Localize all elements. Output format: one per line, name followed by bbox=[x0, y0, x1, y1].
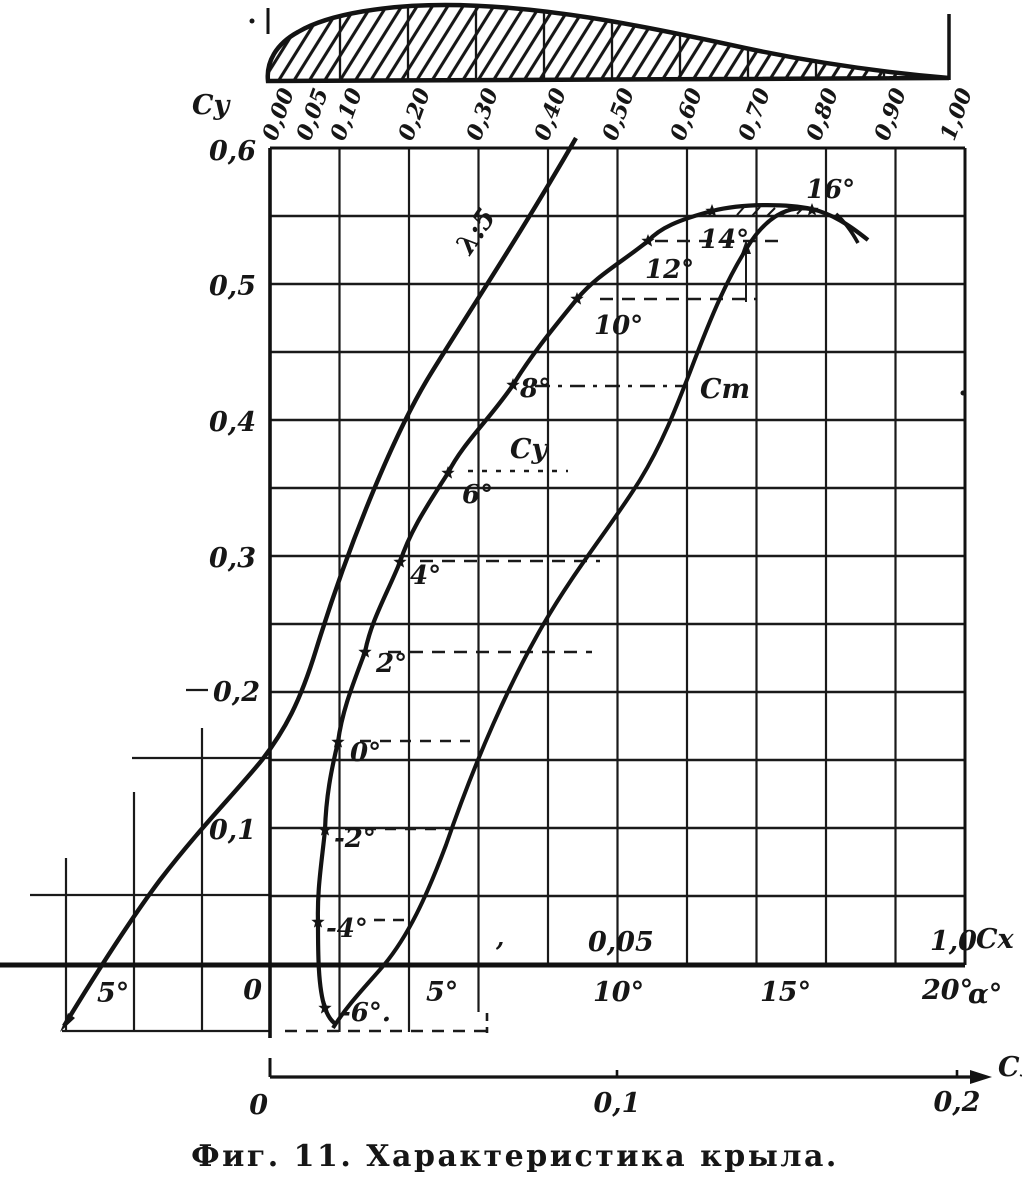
chord-tick-label: 0,50 bbox=[597, 84, 640, 144]
alpha-tick-label: 15° bbox=[760, 977, 811, 1008]
cm-tick-label: 0,1 bbox=[594, 1088, 641, 1119]
lift-line-arrow bbox=[60, 1013, 75, 1032]
alpha-point-label: 14° bbox=[700, 225, 749, 255]
lift-line-lambda5 bbox=[62, 136, 578, 1028]
alpha-point-label: 12° bbox=[645, 255, 694, 285]
polar-curve bbox=[315, 203, 870, 1027]
chord-tick-label: 0,90 bbox=[869, 84, 912, 144]
alpha-point-label: -6°. bbox=[340, 998, 391, 1028]
cy-axis-labels: 0,6 0,5 0,4 0,3 0,2 0,1 0 Cy bbox=[192, 90, 262, 1006]
chord-tick-label: 0,20 bbox=[393, 84, 436, 144]
polar-point-labels: 16° 14° 12° 10° 8° 6° 4° 2° 0° -2° -4° -… bbox=[326, 175, 855, 1028]
alpha-point-label: -2° bbox=[334, 824, 376, 854]
cm-axis-title: Cм bbox=[998, 1052, 1022, 1083]
cy-tick-label: 0,6 bbox=[209, 136, 256, 167]
cx-axis-labels: 0,05 1,0 Cx , bbox=[495, 923, 1014, 958]
chord-tick-label: 0,30 bbox=[461, 84, 504, 144]
alpha-point-label: 6° bbox=[462, 480, 493, 510]
grid bbox=[0, 146, 967, 1038]
post-stall-tail bbox=[834, 212, 860, 244]
cy-axis-title: Cy bbox=[192, 90, 231, 121]
alpha-tick-label: 5° bbox=[426, 977, 458, 1008]
grid-extension-left bbox=[30, 688, 270, 1033]
cm-tick-label: 0 bbox=[249, 1090, 268, 1121]
cy-tick-label: 0,4 bbox=[209, 407, 256, 438]
moment-curve-label: Cm bbox=[700, 374, 750, 405]
moment-curve bbox=[331, 206, 811, 1030]
alpha-point-label: 0° bbox=[350, 738, 381, 768]
chord-tick-label: 0,60 bbox=[665, 84, 708, 144]
lift-line-label: λ:5 bbox=[450, 203, 503, 261]
alpha-axis-labels: 5° 5° 10° 15° 20° α° bbox=[97, 975, 1002, 1010]
alpha-point-label: 8° bbox=[519, 374, 551, 404]
alpha-point-label: -4° bbox=[326, 914, 368, 944]
alpha-axis-title: α° bbox=[968, 979, 1002, 1010]
polar-curve-label: Cy bbox=[510, 434, 549, 465]
chord-tick-label: 0,70 bbox=[733, 84, 776, 144]
alpha-point-label: 10° bbox=[594, 311, 643, 341]
alpha-point-label: 4° bbox=[410, 561, 441, 591]
scan-speck bbox=[960, 390, 966, 396]
alpha-point-label: 2° bbox=[375, 649, 407, 679]
alpha-negative-tick-label: 5° bbox=[97, 978, 129, 1009]
figure-caption: Фиг. 11. Характеристика крыла. bbox=[191, 1139, 839, 1174]
alpha-tick-label: 10° bbox=[593, 977, 644, 1008]
cx-axis-title: Cx bbox=[976, 924, 1014, 955]
cx-tick-label: 0,05 bbox=[588, 927, 654, 958]
chord-scale: 0,00 0,05 0,10 0,20 0,30 0,40 0,50 0,60 … bbox=[257, 84, 978, 144]
polar-point-markers bbox=[311, 203, 819, 1014]
cy-tick-label: 0,3 bbox=[209, 543, 256, 574]
alpha-point-label: 16° bbox=[806, 175, 855, 205]
cm-axis: 0 0,1 0,2 Cм bbox=[249, 1052, 1022, 1121]
chord-tick-label: 0,40 bbox=[529, 84, 572, 144]
alpha-tick-label: 20° bbox=[921, 975, 973, 1006]
stall-region-hatching bbox=[736, 205, 804, 217]
airfoil-profile bbox=[249, 2, 951, 84]
cx-tick-label: 1,0 bbox=[930, 926, 977, 957]
cy-tick-label: 0 bbox=[243, 975, 262, 1006]
airfoil-outline bbox=[265, 2, 950, 84]
cy-tick-label: 0,5 bbox=[209, 271, 256, 302]
curves bbox=[60, 136, 870, 1032]
chord-tick-label: 0,80 bbox=[801, 84, 844, 144]
cm-axis-arrow bbox=[970, 1070, 992, 1084]
cy-tick-label: 0,1 bbox=[209, 815, 256, 846]
scan-speck bbox=[249, 18, 255, 24]
equal-alpha-dashed-lines bbox=[285, 239, 778, 1033]
cy-tick-label: 0,2 bbox=[213, 677, 260, 708]
cm-tick-label: 0,2 bbox=[934, 1087, 981, 1118]
chord-tick-label: 1,00 bbox=[935, 84, 978, 144]
scan-speck-comma: , bbox=[495, 923, 504, 952]
